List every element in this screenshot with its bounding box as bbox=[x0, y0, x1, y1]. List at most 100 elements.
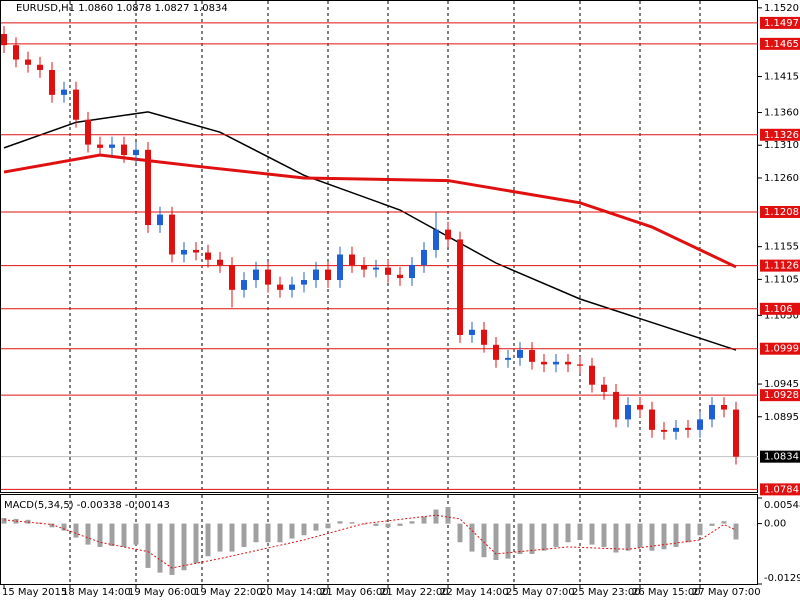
macd-bar bbox=[193, 523, 199, 564]
macd-bar bbox=[181, 523, 187, 571]
moving-average bbox=[3, 153, 737, 269]
macd-bar bbox=[145, 523, 151, 568]
macd-label: MACD(5,34,5) -0.00338 -0.00143 bbox=[4, 500, 170, 511]
macd-bar bbox=[409, 521, 415, 524]
chart-title: EURUSD,H1 1.0860 1.0878 1.0827 1.0834 bbox=[16, 3, 228, 14]
candle-body bbox=[721, 404, 727, 410]
candle-body bbox=[493, 344, 499, 360]
macd-bar bbox=[325, 523, 331, 529]
candle-body bbox=[109, 144, 115, 148]
y-tick-label: 1.1105 bbox=[764, 274, 799, 285]
candle-body bbox=[349, 254, 355, 265]
macd-bar bbox=[625, 523, 631, 551]
candle-body bbox=[673, 427, 679, 432]
macd-bar bbox=[241, 523, 247, 547]
level-label-box bbox=[760, 37, 800, 50]
candle-body bbox=[577, 364, 583, 366]
macd-bar bbox=[469, 523, 475, 552]
macd-bar bbox=[277, 523, 283, 543]
candle-body bbox=[625, 404, 631, 420]
level-label: 1.0928 bbox=[764, 390, 799, 401]
candle-body bbox=[385, 267, 391, 275]
level-label-box bbox=[760, 389, 800, 402]
level-label: 1.1208 bbox=[764, 207, 799, 218]
candle-body bbox=[373, 267, 379, 270]
candle-body bbox=[433, 229, 439, 250]
macd-bar bbox=[217, 523, 223, 552]
level-label-box bbox=[760, 16, 800, 29]
candle-body bbox=[217, 259, 223, 265]
current-price-label: 1.0834 bbox=[764, 452, 799, 463]
y-tick-label: 1.1310 bbox=[764, 140, 799, 151]
candle-body bbox=[133, 149, 139, 156]
candle-body bbox=[505, 357, 511, 360]
candle-body bbox=[409, 264, 415, 279]
candle-body bbox=[193, 249, 199, 253]
y-tick-label: 1.0895 bbox=[764, 412, 799, 423]
candle-body bbox=[289, 284, 295, 290]
macd-bar bbox=[529, 523, 535, 554]
candle-body bbox=[25, 59, 31, 65]
candle-body bbox=[565, 361, 571, 365]
macd-bar bbox=[133, 523, 139, 545]
macd-bar bbox=[169, 523, 175, 575]
level-label-box bbox=[760, 205, 800, 218]
candle-body bbox=[637, 404, 643, 410]
macd-bar bbox=[157, 523, 163, 573]
x-tick-label: 20 May 14:00 bbox=[260, 587, 329, 598]
candle-body bbox=[265, 269, 271, 285]
x-tick-label: 25 May 23:00 bbox=[572, 587, 641, 598]
candle-body bbox=[517, 350, 523, 358]
level-label: 1.1326 bbox=[764, 130, 799, 141]
candle-body bbox=[685, 427, 691, 430]
macd-bar bbox=[517, 523, 523, 554]
macd-bar bbox=[709, 523, 715, 526]
macd-bar bbox=[385, 523, 391, 528]
candle-body bbox=[1, 34, 7, 46]
y-tick-label: 1.1155 bbox=[764, 242, 799, 253]
candle-body bbox=[649, 409, 655, 430]
macd-bar bbox=[541, 523, 547, 551]
candle-body bbox=[529, 350, 535, 362]
macd-bar bbox=[85, 523, 91, 545]
macd-bar bbox=[337, 521, 343, 524]
macd-bar bbox=[649, 523, 655, 551]
candle-body bbox=[325, 269, 331, 281]
y-tick-label: 1.1415 bbox=[764, 72, 799, 83]
macd-pane bbox=[0, 494, 758, 585]
candle-body bbox=[541, 361, 547, 365]
macd-bar bbox=[577, 523, 583, 540]
candle-body bbox=[613, 391, 619, 420]
macd-bar bbox=[109, 523, 115, 546]
macd-bar bbox=[493, 523, 499, 561]
candle-body bbox=[709, 404, 715, 420]
macd-bar bbox=[481, 523, 487, 558]
candle-body bbox=[445, 229, 451, 240]
macd-bar bbox=[445, 507, 451, 524]
candle-body bbox=[733, 409, 739, 457]
candle-body bbox=[13, 45, 19, 60]
macd-bar bbox=[505, 523, 511, 559]
macd-y-tick-label: -0.01294 bbox=[764, 573, 800, 584]
candle-body bbox=[181, 249, 187, 255]
candle-body bbox=[589, 365, 595, 385]
candle-body bbox=[61, 89, 67, 95]
macd-bar bbox=[565, 523, 571, 543]
candle-body bbox=[313, 269, 319, 281]
level-label-box bbox=[760, 302, 800, 315]
y-tick-label: 1.1260 bbox=[764, 173, 799, 184]
macd-bar bbox=[553, 523, 559, 547]
candle-body bbox=[457, 239, 463, 335]
macd-bar bbox=[697, 523, 703, 536]
x-tick-label: 21 May 06:00 bbox=[320, 587, 389, 598]
candle-body bbox=[661, 429, 667, 432]
macd-bar bbox=[61, 523, 67, 531]
macd-bar bbox=[1, 517, 7, 524]
candle-body bbox=[361, 264, 367, 270]
macd-bar bbox=[613, 523, 619, 553]
macd-bar bbox=[73, 523, 79, 538]
candle-body bbox=[481, 329, 487, 345]
macd-bar bbox=[121, 523, 127, 547]
moving-average bbox=[3, 111, 737, 351]
